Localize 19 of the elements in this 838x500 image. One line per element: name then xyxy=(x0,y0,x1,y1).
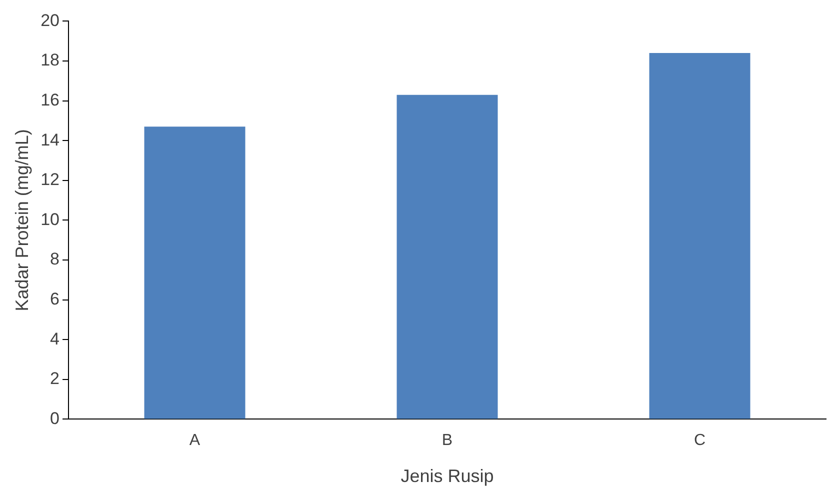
y-tick-label: 4 xyxy=(50,329,60,348)
y-tick-label: 12 xyxy=(40,170,60,190)
y-tick-label: 0 xyxy=(50,408,60,428)
bar xyxy=(144,126,246,419)
y-tick-label: 20 xyxy=(40,10,60,30)
y-tick-label: 10 xyxy=(40,210,60,229)
x-tick-label: C xyxy=(694,432,706,450)
x-tick-label: A xyxy=(189,432,200,450)
y-tick-label: 2 xyxy=(50,369,60,388)
y-tick-label: 8 xyxy=(50,250,60,269)
bar xyxy=(396,94,498,419)
y-tick-label: 6 xyxy=(50,289,60,308)
x-axis-title: Jenis Rusip xyxy=(400,466,494,486)
y-tick-label: 18 xyxy=(40,50,60,70)
y-tick-label: 16 xyxy=(40,90,60,110)
bar xyxy=(649,53,750,419)
y-axis-title: Kadar Protein (mg/mL) xyxy=(12,129,32,312)
x-tick-label: B xyxy=(442,432,453,450)
y-tick-label: 14 xyxy=(40,130,60,150)
